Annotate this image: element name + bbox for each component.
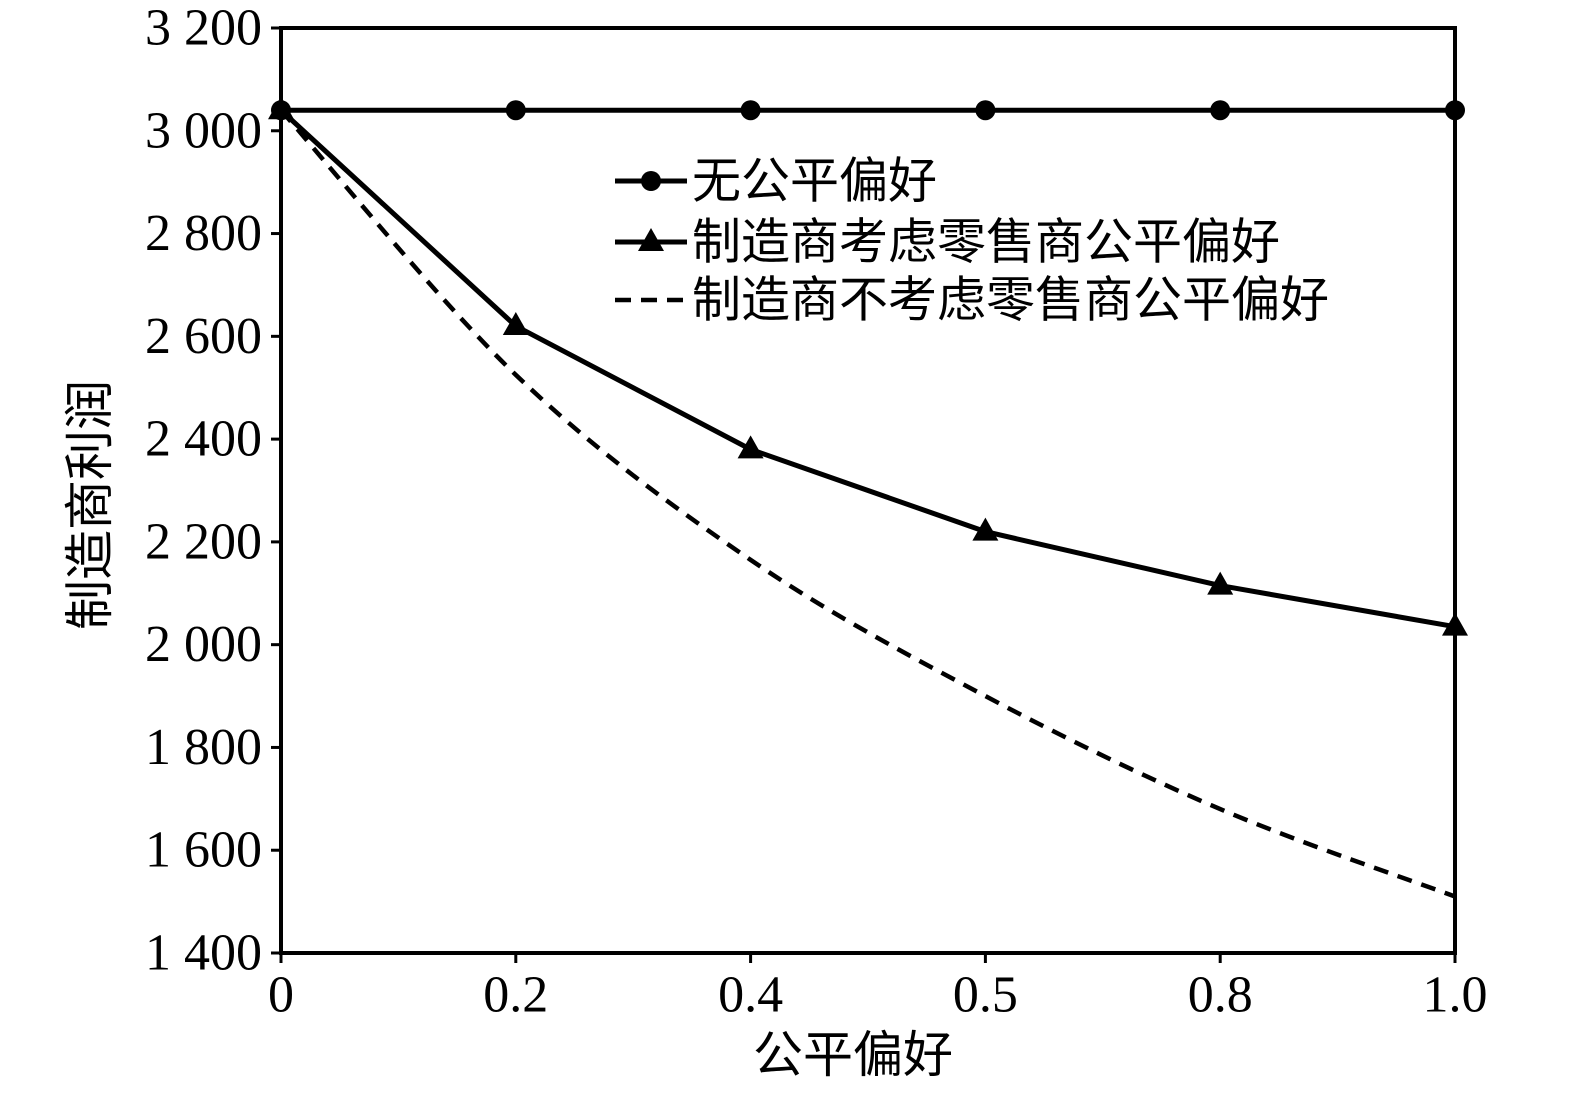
series-2 (279, 108, 1456, 899)
series-line (279, 108, 1456, 899)
data-point-circle (740, 100, 761, 121)
y-tick-label: 2 000 (145, 616, 262, 673)
series-1 (268, 96, 1468, 636)
x-tick-label: 1.0 (1423, 967, 1488, 1024)
x-tick-label: 0.5 (953, 967, 1018, 1024)
legend-label: 制造商考虑零售商公平偏好 (692, 215, 1280, 270)
y-tick-label: 2 200 (145, 513, 262, 570)
legend-item: 制造商不考虑零售商公平偏好 (615, 273, 1329, 328)
data-point-triangle (972, 517, 999, 541)
y-tick-label: 2 400 (145, 411, 262, 468)
data-point-circle (1210, 100, 1231, 121)
legend-swatch-marker-triangle (638, 228, 664, 251)
data-point-circle (505, 100, 526, 121)
y-tick-label: 3 000 (145, 102, 262, 159)
x-tick-label: 0.2 (483, 967, 548, 1024)
axes: 1 400 1 600 1 800 2 000 2 200 2 400 2 600 2 800… (145, 0, 1488, 1024)
legend-item: 制造商考虑零售商公平偏好 (615, 215, 1280, 270)
y-tick-label: 2 600 (145, 308, 262, 365)
x-tick-label: 0.4 (718, 967, 783, 1024)
y-tick-label: 1 800 (145, 719, 262, 776)
data-point-triangle (502, 312, 529, 336)
data-point-triangle (737, 435, 764, 459)
data-point-triangle (1442, 612, 1468, 636)
y-tick-label: 2 800 (145, 205, 262, 262)
data-point-circle (975, 100, 996, 121)
legend-label: 无公平偏好 (692, 154, 937, 209)
x-axis-title: 公平偏好 (753, 1027, 953, 1083)
x-tick-label: 0 (268, 967, 294, 1024)
y-tick-label: 3 200 (145, 0, 262, 57)
y-axis-title: 制造商利润 (62, 380, 118, 630)
data-point-circle (1445, 100, 1465, 121)
data-point-triangle (1207, 571, 1234, 595)
series-line (279, 108, 1456, 630)
legend-label: 制造商不考虑零售商公平偏好 (692, 273, 1329, 328)
data-point-triangle (268, 96, 294, 120)
series-layer (268, 96, 1468, 899)
y-tick-label: 1 400 (145, 925, 262, 982)
legend-swatch-marker-circle (641, 171, 661, 191)
x-tick-label: 0.8 (1188, 967, 1253, 1024)
plot-frame (279, 26, 1457, 955)
legend-item: 无公平偏好 (615, 154, 937, 209)
y-tick-label: 1 600 (145, 822, 262, 879)
